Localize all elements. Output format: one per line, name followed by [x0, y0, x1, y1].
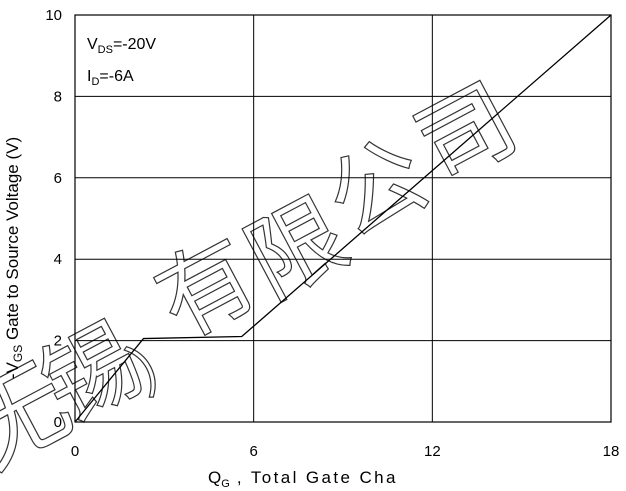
x-tick-label: 12 [424, 443, 441, 460]
plot-frame [74, 14, 612, 423]
series-layer [74, 14, 612, 423]
x-axis-label: QG , Total Gate Cha [208, 468, 398, 490]
y-tick-label: 8 [54, 88, 62, 105]
y-tick-label: 2 [54, 333, 62, 350]
y-tick-label: 4 [54, 251, 62, 268]
annotations: VDS=-20V ID=-6A [87, 36, 156, 88]
grid [75, 15, 611, 422]
x-tick-label: 6 [249, 443, 257, 460]
annotation-text: VDS=-20V [87, 36, 156, 56]
x-tick-label: 18 [603, 443, 620, 460]
y-tick-labels: 0 2 4 6 8 10 [45, 7, 62, 431]
y-tick-label: 10 [45, 7, 62, 24]
series-line [74, 14, 612, 423]
y-tick-label: 6 [54, 170, 62, 187]
y-axis-label: -VGS Gate to Source Voltage (V) [3, 137, 25, 379]
y-tick-label: 0 [54, 414, 62, 431]
x-tick-label: 0 [71, 443, 79, 460]
annotation-text: ID=-6A [87, 68, 134, 88]
x-tick-labels: 0 6 12 18 [71, 443, 620, 460]
